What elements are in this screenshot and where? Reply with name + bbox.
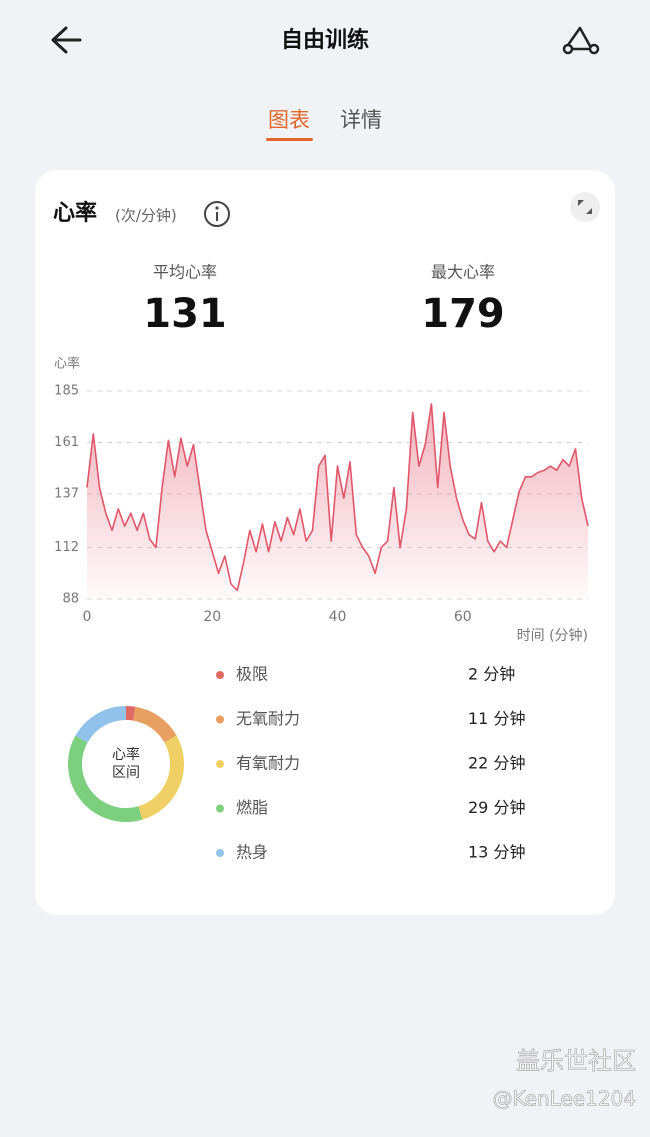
- tab[interactable]: 详情: [340, 108, 382, 132]
- zone-duration: 13 分钟: [468, 843, 525, 862]
- legend-dot: [216, 804, 224, 813]
- stat-value: 131: [143, 291, 227, 337]
- watermark: @KenLee1204: [493, 1087, 636, 1111]
- x-axis-label: 时间 (分钟): [517, 627, 588, 644]
- legend-label: 无氧耐力: [236, 709, 300, 728]
- x-tick-label: 20: [203, 609, 221, 625]
- info-button[interactable]: [204, 201, 230, 227]
- stat-label: 平均心率: [153, 263, 217, 282]
- y-axis-label: 心率: [54, 356, 80, 372]
- y-tick-label: 137: [54, 486, 79, 501]
- watermark: 盖乐世社区: [516, 1047, 636, 1075]
- donut-segment: [75, 706, 127, 743]
- stat-label: 最大心率: [431, 263, 495, 282]
- x-tick-label: 40: [329, 609, 347, 625]
- donut-segment: [132, 706, 177, 743]
- legend-dot: [216, 671, 224, 679]
- legend-dot: [216, 760, 224, 768]
- x-tick-label: 60: [454, 609, 472, 625]
- tab[interactable]: 图表: [268, 108, 310, 132]
- zone-duration: 29 分钟: [468, 798, 525, 817]
- donut-center-label: 心率: [112, 746, 140, 763]
- back-button[interactable]: [51, 26, 82, 54]
- card-unit: (次/分钟): [115, 207, 177, 225]
- legend-label: 有氧耐力: [236, 754, 300, 773]
- legend-label: 燃脂: [236, 798, 268, 817]
- stat-value: 179: [421, 291, 505, 337]
- route-button[interactable]: [562, 26, 600, 55]
- legend-label: 热身: [236, 843, 268, 862]
- card-title: 心率: [53, 200, 97, 226]
- zone-duration: 11 分钟: [468, 709, 525, 728]
- legend-label: 极限: [236, 665, 268, 684]
- donut-segment: [68, 735, 143, 822]
- expand-button[interactable]: [570, 192, 600, 222]
- donut-segment: [138, 735, 184, 820]
- y-tick-label: 185: [54, 384, 79, 399]
- page-title: 自由训练: [281, 27, 369, 53]
- donut-center-label: 区间: [112, 765, 140, 781]
- zone-duration: 22 分钟: [468, 754, 525, 773]
- legend-dot: [216, 849, 224, 857]
- legend-dot: [216, 715, 224, 724]
- y-tick-label: 161: [54, 435, 79, 450]
- zone-duration: 2 分钟: [468, 665, 515, 684]
- tab-indicator: [266, 138, 313, 141]
- y-tick-label: 88: [62, 592, 79, 607]
- donut-segment: [125, 706, 136, 721]
- area: [87, 403, 588, 599]
- y-tick-label: 112: [54, 540, 79, 555]
- line: [86, 403, 589, 592]
- x-tick-label: 0: [83, 609, 92, 625]
